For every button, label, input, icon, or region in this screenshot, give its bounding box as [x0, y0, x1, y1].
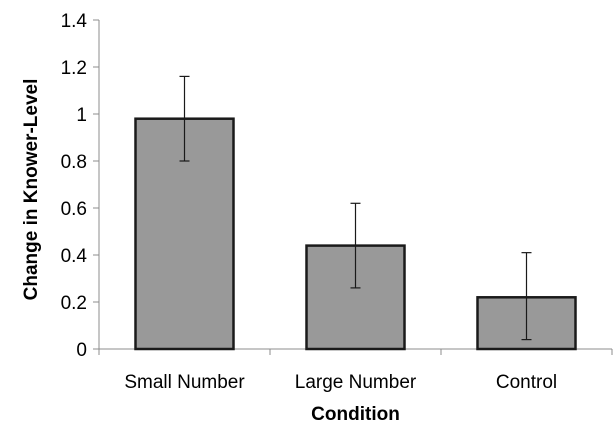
x-categories: Small Number Large Number Control [124, 372, 557, 393]
x-category-label: Small Number [124, 372, 245, 393]
y-tick-label: 0.2 [61, 293, 87, 314]
y-tick-label: 0.8 [61, 152, 87, 173]
y-ticks: 0 0.2 0.4 0.6 0.8 1 1.2 1.4 [61, 11, 99, 361]
y-tick-label: 0 [76, 340, 87, 361]
error-bars-group [179, 75, 532, 341]
y-tick-label: 1.4 [61, 11, 88, 32]
y-axis-title: Change in Knower-Level [21, 79, 42, 301]
y-tick-label: 1 [76, 105, 87, 126]
x-axis-title: Condition [311, 404, 400, 425]
y-tick-label: 0.6 [61, 199, 87, 220]
bars-group [134, 117, 577, 351]
y-tick-label: 0.4 [61, 246, 88, 267]
y-tick-label: 1.2 [61, 58, 87, 79]
x-category-label: Control [496, 372, 557, 393]
x-category-label: Large Number [295, 372, 417, 393]
